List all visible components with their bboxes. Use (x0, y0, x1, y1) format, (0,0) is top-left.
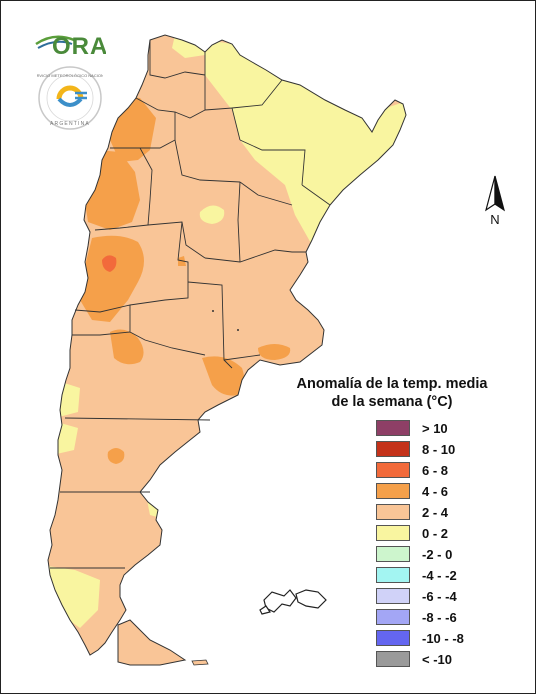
legend-item: -4 - -2 (376, 565, 464, 585)
legend-swatch (376, 462, 410, 478)
legend-label: -10 - -8 (422, 630, 464, 646)
svg-text:ORA: ORA (52, 33, 106, 60)
legend: > 10 8 - 10 6 - 8 4 - 6 2 - 4 0 - 2 -2 - 0 -4 -… (376, 418, 464, 670)
legend-item: 4 - 6 (376, 481, 464, 501)
svg-text:ARGENTINA: ARGENTINA (50, 121, 90, 127)
legend-title-line-2: de la semana (°C) (331, 394, 453, 410)
legend-label: -2 - 0 (422, 546, 453, 562)
province-borders (50, 40, 331, 569)
legend-label: < -10 (422, 651, 452, 667)
tierra-del-fuego (117, 619, 187, 666)
legend-label: 0 - 2 (422, 525, 449, 541)
svg-text:N: N (490, 212, 499, 226)
legend-label: -4 - -2 (422, 567, 457, 583)
legend-swatch (376, 525, 410, 541)
legend-swatch (376, 609, 410, 625)
anomaly-zone-yellow-ne (205, 40, 406, 245)
legend-title: Anomalía de la temp. media de la semana … (292, 375, 492, 411)
legend-swatch (376, 504, 410, 520)
anomaly-zone-orange-chubut (107, 448, 125, 464)
legend-label: -6 - -4 (422, 588, 457, 604)
legend-item: -6 - -4 (376, 586, 464, 606)
smn-logo: SERVICIO METEOROLÓGICO NACIONAL ARGENTIN… (31, 65, 110, 136)
legend-swatch (376, 651, 410, 667)
anomaly-zone-orange-buenos-aires (258, 344, 291, 360)
legend-item: -10 - -8 (376, 628, 464, 648)
anomaly-zone-orange-cuyo (80, 235, 144, 322)
anomaly-zone-yellow-central-spot (199, 205, 225, 224)
legend-swatch (376, 483, 410, 499)
legend-item: 0 - 2 (376, 523, 464, 543)
legend-swatch (376, 441, 410, 457)
legend-label: -8 - -6 (422, 609, 457, 625)
map-dot (237, 329, 239, 331)
legend-swatch (376, 588, 410, 604)
legend-item: > 10 (376, 418, 464, 438)
anomaly-zone-red-mendoza (102, 255, 117, 272)
legend-swatch (376, 420, 410, 436)
legend-label: 4 - 6 (422, 483, 449, 499)
anomaly-zone-orange-coast (202, 356, 245, 396)
legend-title-line-1: Anomalía de la temp. media (296, 376, 488, 392)
legend-item: -2 - 0 (376, 544, 464, 564)
legend-item: 6 - 8 (376, 460, 464, 480)
north-arrow: N (480, 172, 516, 231)
legend-label: 2 - 4 (422, 504, 449, 520)
legend-item: -8 - -6 (376, 607, 464, 627)
legend-label: 6 - 8 (422, 462, 449, 478)
legend-item: 8 - 10 (376, 439, 464, 459)
legend-item: < -10 (376, 649, 464, 669)
anomaly-zone-orange-patagonia-north (110, 329, 144, 365)
legend-swatch (376, 567, 410, 583)
anomaly-zone-yellow-southwest (48, 565, 100, 628)
legend-swatch (376, 546, 410, 562)
ora-logo: ORA (34, 28, 107, 65)
country-outline (47, 34, 407, 656)
map-dot (212, 310, 214, 312)
isla-de-los-estados (191, 659, 209, 666)
legend-label: 8 - 10 (422, 441, 456, 457)
legend-swatch (376, 630, 410, 646)
legend-label: > 10 (422, 420, 448, 436)
malvinas-islands (259, 589, 327, 615)
legend-item: 2 - 4 (376, 502, 464, 522)
